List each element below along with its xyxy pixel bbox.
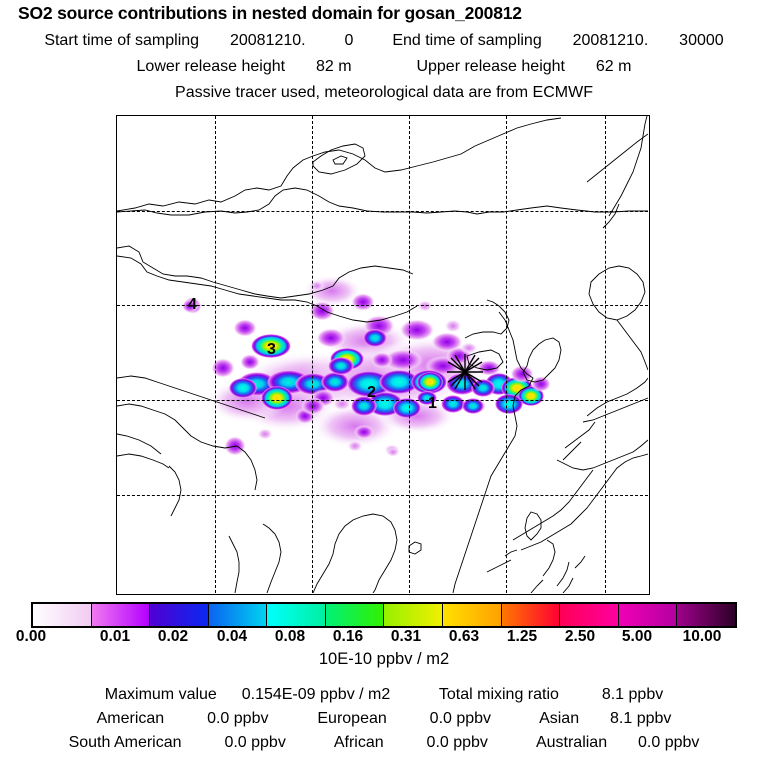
coastline-layer xyxy=(117,116,648,593)
release-height-line: Lower release height 82 m Upper release … xyxy=(0,58,768,76)
region-name: European xyxy=(317,710,387,727)
colorbar-tick-label: 2.50 xyxy=(564,628,596,645)
colorbar-tick-label: 0.04 xyxy=(216,628,248,645)
region-value: 0.0 ppbv xyxy=(426,734,488,751)
region-name: Australian xyxy=(535,734,608,751)
gridline-horizontal xyxy=(117,495,648,496)
colorbar-tick-label: 1.25 xyxy=(506,628,538,645)
colorbar-segment xyxy=(325,604,385,626)
end-time-date: 20081210. xyxy=(572,32,649,49)
gridline-horizontal xyxy=(117,400,648,401)
tracer-note: Passive tracer used, meteorological data… xyxy=(175,84,593,101)
start-time-label: Start time of sampling xyxy=(44,32,200,49)
colorbar-gradient xyxy=(31,602,737,628)
gridline-horizontal xyxy=(117,305,648,306)
upper-release-label: Upper release height xyxy=(416,58,565,75)
maximum-value: 0.154E-09 ppbv / m2 xyxy=(241,686,391,703)
contribution-row: American 0.0 ppbv European 0.0 ppbv Asia… xyxy=(0,710,768,728)
colorbar-tick-label: 0.00 xyxy=(15,628,47,645)
total-mixing-ratio-value: 8.1 ppbv xyxy=(601,686,664,703)
gridline-vertical xyxy=(605,116,606,593)
colorbar-tick-label: 0.63 xyxy=(448,628,480,645)
colorbar-tick-label: 0.16 xyxy=(332,628,364,645)
gridline-vertical xyxy=(409,116,410,593)
region-name: Asian xyxy=(539,710,580,727)
region-name: American xyxy=(96,710,165,727)
maximum-value-label: Maximum value xyxy=(104,686,217,703)
lower-release-value: 82 m xyxy=(315,58,352,75)
gridline-vertical xyxy=(312,116,313,593)
colorbar-tick-label: 5.00 xyxy=(621,628,653,645)
sampling-time-line: Start time of sampling 20081210. 0 End t… xyxy=(0,32,768,50)
colorbar-segment xyxy=(150,604,209,626)
colorbar-segment xyxy=(384,604,444,626)
gridline-vertical xyxy=(506,116,507,593)
region-name: African xyxy=(333,734,384,751)
colorbar-segment xyxy=(677,604,735,626)
colorbar-segment xyxy=(267,604,326,626)
region-value: 0.0 ppbv xyxy=(224,734,286,751)
colorbar-segment xyxy=(91,604,151,626)
colorbar-tick-label: 10.00 xyxy=(682,628,722,645)
colorbar-segment xyxy=(560,604,619,626)
source-marker-4: 4 xyxy=(188,296,197,313)
region-value: 8.1 ppbv xyxy=(610,710,672,727)
colorbar-unit-label: 10E-10 ppbv / m2 xyxy=(318,650,450,668)
region-value: 0.0 ppbv xyxy=(207,710,269,727)
colorbar-segment xyxy=(618,604,678,626)
colorbar-segment xyxy=(208,604,268,626)
map-panel[interactable]: 1 2 3 4 xyxy=(116,115,650,595)
colorbar-tick-labels: 0.00 0.01 0.02 0.04 0.08 0.16 0.31 0.63 1.25 2.50… xyxy=(0,628,768,648)
upper-release-value: 62 m xyxy=(595,58,632,75)
gridline-vertical xyxy=(215,116,216,593)
colorbar-tick-label: 0.01 xyxy=(99,628,131,645)
start-time-date: 20081210. xyxy=(229,32,306,49)
page-title: SO2 source contributions in nested domai… xyxy=(18,3,522,23)
colorbar-segment xyxy=(501,604,561,626)
colorbar-tick-label: 0.08 xyxy=(274,628,306,645)
graticule-layer xyxy=(117,116,648,593)
colorbar-segment xyxy=(33,604,92,626)
source-marker-1: 1 xyxy=(428,395,437,412)
colorbar-tick-label: 0.31 xyxy=(390,628,422,645)
map-canvas: 1 2 3 4 xyxy=(117,116,648,593)
region-value: 0.0 ppbv xyxy=(429,710,492,727)
source-marker-2: 2 xyxy=(367,384,376,401)
region-name: South American xyxy=(68,734,182,751)
footer-summary-line: Maximum value 0.154E-09 ppbv / m2 Total … xyxy=(0,686,768,704)
gridline-horizontal xyxy=(117,211,648,212)
end-time-label: End time of sampling xyxy=(392,32,542,49)
end-time-value: 30000 xyxy=(679,32,724,49)
start-time-value: 0 xyxy=(344,32,354,49)
source-marker-3: 3 xyxy=(267,341,276,358)
colorbar-segment xyxy=(443,604,502,626)
colorbar-tick-label: 0.02 xyxy=(157,628,189,645)
lower-release-label: Lower release height xyxy=(136,58,286,75)
region-value: 0.0 ppbv xyxy=(638,734,700,751)
colorbar[interactable] xyxy=(31,602,737,628)
contribution-row: South American 0.0 ppbv African 0.0 ppbv… xyxy=(0,734,768,752)
total-mixing-ratio-label: Total mixing ratio xyxy=(438,686,559,703)
